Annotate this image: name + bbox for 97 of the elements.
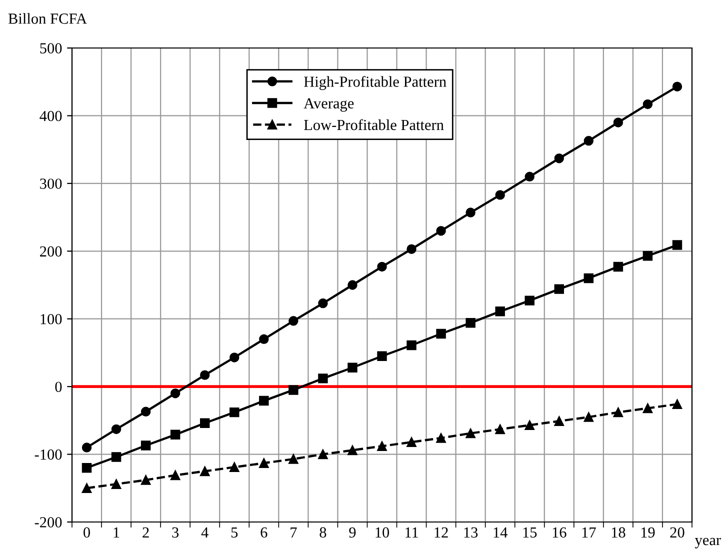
- x-tick-label: 11: [406, 527, 418, 538]
- point: [318, 449, 328, 460]
- x-tick-label: 19: [641, 527, 655, 538]
- point: [613, 118, 624, 128]
- point: [554, 284, 564, 294]
- x-tick-label: 8: [320, 527, 326, 538]
- point: [466, 428, 476, 438]
- x-tick-label: 13: [464, 527, 478, 538]
- point: [436, 433, 446, 443]
- point: [230, 407, 240, 418]
- point: [406, 244, 416, 254]
- point: [672, 399, 682, 410]
- x-tick-label: 15: [523, 527, 537, 538]
- point: [259, 334, 269, 344]
- x-tick-label: 6: [260, 527, 268, 538]
- x-tick-label: 1: [114, 527, 120, 538]
- point: [554, 416, 564, 426]
- point: [436, 328, 446, 339]
- point: [672, 240, 682, 250]
- point: [613, 262, 624, 272]
- point: [466, 318, 476, 328]
- y-tick-label: -200: [34, 517, 62, 528]
- point: [111, 479, 122, 489]
- y-tick-label: -100: [34, 449, 62, 460]
- point: [584, 136, 594, 146]
- point: [348, 280, 358, 290]
- y-tick-label: 400: [40, 110, 62, 122]
- x-tick-label: 3: [172, 527, 179, 538]
- point: [200, 418, 210, 428]
- point: [230, 352, 240, 362]
- point: [230, 462, 240, 472]
- point: [495, 424, 505, 434]
- point: [524, 420, 534, 430]
- point: [377, 351, 387, 361]
- point: [406, 340, 416, 350]
- point: [318, 298, 328, 308]
- point: [170, 470, 180, 480]
- x-tick-label: 0: [84, 527, 90, 538]
- point: [406, 437, 416, 447]
- point: [584, 273, 594, 284]
- point: [82, 442, 92, 452]
- x-tick-label: 5: [231, 527, 238, 538]
- y-tick-label: 300: [40, 178, 62, 189]
- point: [495, 306, 505, 316]
- x-tick-label: 4: [201, 527, 208, 538]
- point: [200, 370, 210, 380]
- point: [524, 296, 534, 306]
- point: [111, 424, 122, 434]
- point: [672, 82, 682, 92]
- point: [318, 374, 328, 384]
- x-tick-label: 9: [349, 527, 356, 538]
- point: [377, 262, 387, 272]
- point: [436, 226, 446, 236]
- y-tick-label: 200: [40, 246, 62, 257]
- point: [554, 154, 564, 164]
- point: [613, 407, 624, 418]
- point: [259, 396, 269, 406]
- point: [495, 190, 505, 200]
- point: [642, 251, 653, 261]
- point: [377, 441, 387, 452]
- y-axis-title: Billon FCFA: [8, 13, 87, 24]
- point: [170, 430, 180, 440]
- y-tick-label: 0: [55, 382, 62, 392]
- point: [348, 445, 358, 456]
- x-tick-label: 12: [434, 527, 448, 538]
- point: [584, 412, 594, 422]
- point: [140, 475, 151, 485]
- point: [524, 172, 534, 182]
- point: [140, 406, 151, 416]
- point: [111, 452, 122, 462]
- point: [140, 440, 151, 450]
- x-tick-label: 2: [142, 527, 149, 538]
- x-tick-label: 20: [670, 527, 684, 538]
- point: [348, 362, 358, 372]
- point: [288, 385, 298, 395]
- point: [82, 462, 92, 473]
- x-tick-label: 18: [612, 527, 626, 538]
- point: [82, 483, 92, 494]
- legend-label: High-Profitable Pattern: [304, 76, 446, 90]
- y-tick-label: 500: [40, 43, 62, 54]
- point: [200, 466, 210, 476]
- x-tick-label: 10: [376, 527, 390, 538]
- point: [642, 403, 653, 414]
- legend-label: Low-Profitable Pattern: [304, 119, 444, 130]
- x-tick-label: 14: [494, 527, 508, 538]
- point: [642, 99, 653, 110]
- x-tick-label: 16: [552, 527, 566, 538]
- point: [466, 208, 476, 218]
- point: [288, 316, 298, 326]
- y-tick-label: 100: [40, 314, 62, 324]
- point: [288, 454, 298, 464]
- point: [170, 388, 180, 398]
- x-axis-title: year: [694, 538, 721, 548]
- x-tick-label: 17: [582, 527, 596, 538]
- point: [259, 458, 269, 468]
- x-tick-label: 7: [290, 527, 297, 538]
- legend-label: Average: [304, 98, 354, 112]
